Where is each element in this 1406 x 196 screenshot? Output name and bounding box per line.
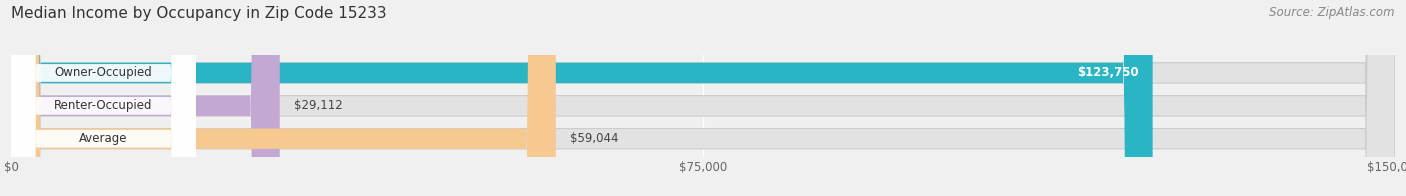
Text: Average: Average xyxy=(79,132,128,145)
FancyBboxPatch shape xyxy=(11,0,1395,196)
Text: $59,044: $59,044 xyxy=(569,132,619,145)
Text: $123,750: $123,750 xyxy=(1077,66,1139,79)
FancyBboxPatch shape xyxy=(11,0,1395,196)
FancyBboxPatch shape xyxy=(11,0,555,196)
FancyBboxPatch shape xyxy=(11,0,1395,196)
FancyBboxPatch shape xyxy=(11,0,195,196)
Text: Median Income by Occupancy in Zip Code 15233: Median Income by Occupancy in Zip Code 1… xyxy=(11,6,387,21)
Text: Source: ZipAtlas.com: Source: ZipAtlas.com xyxy=(1270,6,1395,19)
Text: Renter-Occupied: Renter-Occupied xyxy=(55,99,153,112)
Text: Owner-Occupied: Owner-Occupied xyxy=(55,66,152,79)
FancyBboxPatch shape xyxy=(11,0,195,196)
FancyBboxPatch shape xyxy=(11,0,195,196)
FancyBboxPatch shape xyxy=(11,0,280,196)
Text: $29,112: $29,112 xyxy=(294,99,342,112)
FancyBboxPatch shape xyxy=(11,0,1153,196)
